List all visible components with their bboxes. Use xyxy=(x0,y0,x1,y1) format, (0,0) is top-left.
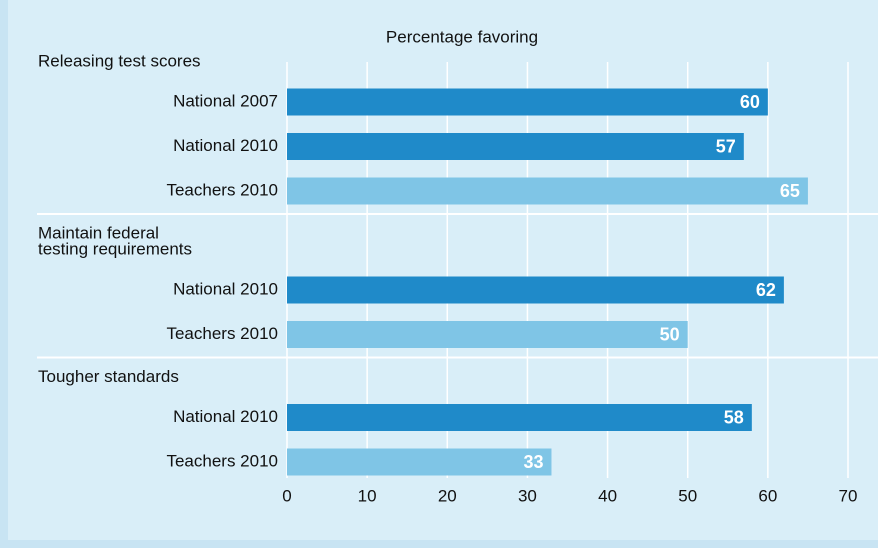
group-label: Releasing test scores xyxy=(38,51,201,70)
category-label: National 2010 xyxy=(173,407,278,426)
category-label: National 2010 xyxy=(173,136,278,155)
category-label: National 2010 xyxy=(173,279,278,298)
bar xyxy=(287,276,784,304)
value-label: 65 xyxy=(780,181,800,201)
category-label: Teachers 2010 xyxy=(166,324,278,343)
x-tick-label: 20 xyxy=(438,486,457,505)
value-label: 62 xyxy=(756,280,776,300)
x-tick-label: 0 xyxy=(282,486,291,505)
x-tick-label: 70 xyxy=(839,486,858,505)
x-tick-label: 50 xyxy=(678,486,697,505)
bar xyxy=(287,321,688,348)
x-tick-label: 10 xyxy=(358,486,377,505)
value-label: 58 xyxy=(724,407,744,427)
bar xyxy=(287,88,768,116)
category-label: Teachers 2010 xyxy=(166,180,278,199)
group-label: testing requirements xyxy=(38,239,192,258)
bar xyxy=(287,133,744,160)
bar xyxy=(287,448,552,476)
value-label: 50 xyxy=(660,324,680,344)
x-tick-label: 60 xyxy=(758,486,777,505)
bar xyxy=(287,404,752,431)
value-label: 33 xyxy=(523,452,543,472)
bar xyxy=(287,177,808,205)
value-label: 57 xyxy=(716,136,736,156)
group-label: Tougher standards xyxy=(38,367,179,386)
category-label: Teachers 2010 xyxy=(166,451,278,470)
value-label: 60 xyxy=(740,92,760,112)
x-tick-label: 40 xyxy=(598,486,617,505)
chart-title: Percentage favoring xyxy=(386,27,538,46)
group-label: Maintain federal xyxy=(38,223,159,242)
category-label: National 2007 xyxy=(173,91,278,110)
x-tick-label: 30 xyxy=(518,486,537,505)
